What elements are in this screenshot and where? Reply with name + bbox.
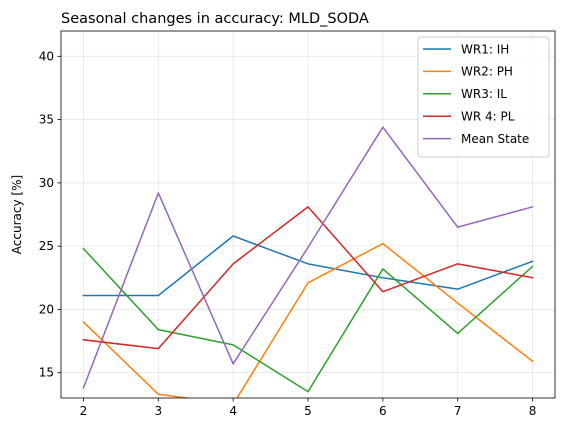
x-axis-ticks: 2 3 4 5 6 7 8 bbox=[80, 398, 537, 418]
y-tick-label: 20 bbox=[39, 302, 54, 316]
series-line-1 bbox=[82, 235, 534, 297]
legend-label: WR1: IH bbox=[461, 42, 509, 56]
legend-label: WR2: PH bbox=[461, 65, 513, 79]
x-tick-label: 5 bbox=[304, 404, 312, 418]
series-lines bbox=[82, 126, 534, 398]
legend-label: WR 4: PL bbox=[461, 110, 515, 124]
series-line-3 bbox=[82, 247, 534, 393]
series-line-2 bbox=[82, 242, 534, 398]
x-tick-label: 6 bbox=[379, 404, 387, 418]
y-tick-label: 35 bbox=[39, 113, 54, 127]
x-tick-label: 3 bbox=[154, 404, 162, 418]
chart-title: Seasonal changes in accuracy: MLD_SODA bbox=[61, 11, 369, 27]
y-tick-label: 15 bbox=[39, 366, 54, 380]
y-tick-label: 25 bbox=[39, 239, 54, 253]
y-axis-label: Accuracy [%] bbox=[10, 175, 24, 254]
series-line-5 bbox=[82, 126, 534, 389]
legend-label: Mean State bbox=[461, 132, 529, 146]
x-tick-label: 7 bbox=[454, 404, 462, 418]
series-line-4 bbox=[82, 206, 534, 350]
y-tick-label: 40 bbox=[39, 49, 54, 63]
y-tick-label: 30 bbox=[39, 176, 54, 190]
x-tick-label: 2 bbox=[80, 404, 88, 418]
x-tick-label: 4 bbox=[229, 404, 237, 418]
legend-box bbox=[417, 36, 550, 158]
y-axis-ticks: 15 20 25 30 35 40 bbox=[39, 49, 61, 380]
legend: WR1: IH WR2: PH WR3: IL WR 4: PL Mean State bbox=[417, 36, 550, 158]
x-tick-label: 8 bbox=[529, 404, 537, 418]
legend-label: WR3: IL bbox=[461, 87, 507, 101]
